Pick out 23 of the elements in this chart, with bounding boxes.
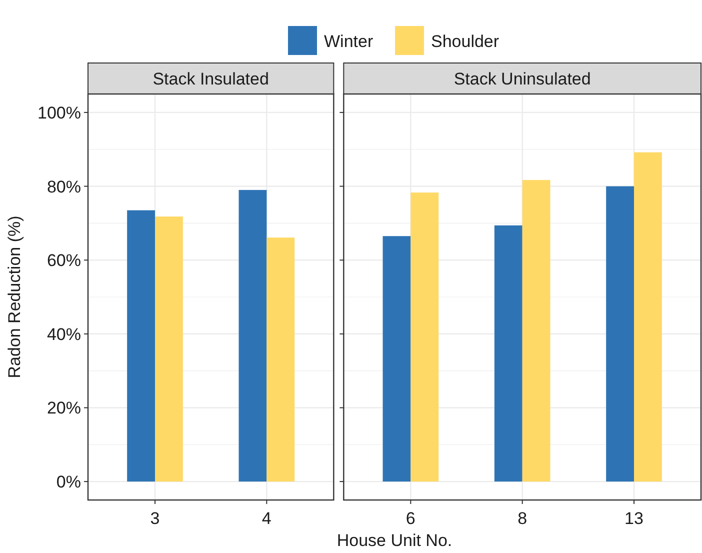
- legend-label: Shoulder: [431, 32, 500, 51]
- bar: [494, 225, 522, 482]
- x-tick-label: 4: [262, 509, 272, 528]
- x-tick-label: 6: [406, 509, 416, 528]
- y-tick-label: 40%: [46, 324, 81, 344]
- chart-title: Stack Insulated: [152, 70, 269, 88]
- chart-title: Stack Uninsulated: [454, 70, 591, 88]
- y-tick-label: 100%: [38, 103, 81, 122]
- y-tick-label: 60%: [46, 251, 81, 270]
- bar: [606, 186, 634, 482]
- y-tick-label: 80%: [46, 177, 81, 196]
- legend-label: Winter: [324, 32, 374, 51]
- y-tick-label: 20%: [46, 398, 81, 418]
- x-axis-title: House Unit No.: [336, 531, 452, 550]
- x-tick-label: 8: [518, 509, 528, 528]
- y-tick-label: 0%: [56, 472, 81, 492]
- bar: [522, 180, 550, 482]
- bar: [634, 152, 662, 482]
- bar: [382, 236, 411, 482]
- x-tick-label: 3: [150, 509, 160, 528]
- x-tick-label: 13: [624, 509, 644, 528]
- bar: [410, 192, 439, 482]
- y-axis-title: Radon Reduction (%): [5, 216, 24, 378]
